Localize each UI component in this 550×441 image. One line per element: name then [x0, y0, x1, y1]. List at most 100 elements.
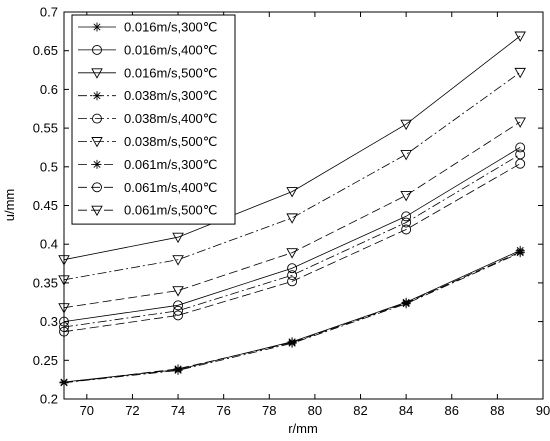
- circle-marker: [401, 211, 412, 222]
- star-marker: [92, 159, 102, 169]
- y-tick-label: 0.55: [33, 121, 58, 136]
- x-tick-label: 86: [445, 403, 459, 418]
- y-tick-label: 0.7: [40, 5, 58, 20]
- circle-marker: [92, 44, 102, 55]
- star-marker-stroke: [516, 248, 524, 256]
- triangle-marker: [172, 255, 184, 266]
- legend-entry: 0.038m/s,500℃: [78, 134, 217, 149]
- circle-marker: [287, 263, 298, 274]
- triangle-marker: [91, 137, 103, 148]
- star-marker: [401, 298, 411, 308]
- triangle-marker: [172, 232, 184, 244]
- circle-marker: [401, 217, 412, 228]
- triangle-marker: [400, 119, 412, 131]
- star-marker: [515, 247, 525, 257]
- triangle-marker: [400, 149, 412, 161]
- series-1: [59, 142, 526, 327]
- legend-label: 0.038m/s,300℃: [124, 88, 217, 103]
- legend-entry: 0.038m/s,400℃: [78, 111, 217, 126]
- x-tick-label: 74: [171, 403, 185, 418]
- y-tick-label: 0.4: [40, 237, 58, 252]
- triangle-marker: [286, 248, 298, 259]
- axis-ticks: 70 72 74 76 78 80 82 84 86 88 90 0.2 0.25 0.3 0.35 0.4 0…: [33, 5, 550, 419]
- circle-marker: [515, 142, 526, 153]
- x-tick-label: 78: [262, 403, 276, 418]
- circle-marker: [173, 305, 183, 316]
- circle-marker: [92, 182, 102, 193]
- series-line: [63, 121, 521, 309]
- circle-marker: [59, 326, 69, 337]
- circle-marker: [173, 300, 183, 311]
- y-tick-label: 0.65: [33, 43, 58, 58]
- triangle-marker: [91, 68, 103, 79]
- series-line: [63, 35, 521, 261]
- x-tick-label: 88: [490, 403, 504, 418]
- star-marker-stroke: [174, 365, 182, 373]
- y-tick-label: 0.45: [33, 198, 58, 213]
- legend-entry: 0.061m/s,500℃: [78, 203, 217, 218]
- series-line: [63, 72, 521, 281]
- series-line: [63, 147, 521, 322]
- circle-marker: [287, 270, 298, 281]
- series-line: [63, 163, 521, 333]
- triangle-marker: [172, 286, 184, 297]
- y-axis-label: u/mm: [2, 189, 17, 222]
- triangle-marker: [58, 303, 70, 314]
- legend-label: 0.016m/s,400℃: [124, 42, 217, 57]
- legend-label: 0.061m/s,500℃: [124, 203, 217, 218]
- series-8: [58, 117, 526, 314]
- legend-label: 0.038m/s,400℃: [124, 111, 217, 126]
- x-tick-label: 90: [536, 403, 550, 418]
- x-tick-label: 84: [399, 403, 413, 418]
- series-7: [59, 158, 526, 337]
- star-marker-stroke: [93, 23, 101, 31]
- legend-entry: 0.016m/s,300℃: [78, 20, 217, 35]
- x-tick-label: 82: [353, 403, 367, 418]
- legend-label: 0.061m/s,400℃: [124, 180, 217, 195]
- star-marker: [173, 364, 183, 374]
- triangle-marker: [514, 67, 526, 79]
- series-line: [63, 251, 521, 384]
- circle-marker: [173, 310, 183, 321]
- legend-label: 0.016m/s,300℃: [124, 20, 217, 35]
- triangle-marker: [286, 213, 298, 224]
- y-tick-label: 0.5: [40, 159, 58, 174]
- legend-label: 0.016m/s,500℃: [124, 65, 217, 80]
- circle-marker: [401, 224, 412, 235]
- star-marker-stroke: [93, 92, 101, 100]
- legend-entry: 0.061m/s,300℃: [78, 157, 217, 172]
- series-layer: [58, 31, 526, 388]
- x-axis-label: r/mm: [288, 421, 318, 436]
- circle-marker: [287, 276, 298, 287]
- star-marker: [92, 91, 102, 101]
- y-tick-label: 0.35: [33, 275, 58, 290]
- star-marker: [287, 337, 297, 347]
- y-tick-label: 0.6: [40, 82, 58, 97]
- triangle-marker: [514, 117, 526, 128]
- x-tick-label: 70: [80, 403, 94, 418]
- legend-label: 0.038m/s,500℃: [124, 134, 217, 149]
- legend-entry: 0.061m/s,400℃: [78, 180, 217, 195]
- series-line: [63, 154, 521, 328]
- legend-entry: 0.038m/s,300℃: [78, 88, 217, 103]
- series-5: [58, 67, 526, 286]
- triangle-marker: [91, 205, 103, 217]
- series-2: [58, 31, 526, 266]
- x-tick-label: 80: [308, 403, 322, 418]
- triangle-marker: [58, 255, 70, 266]
- legend-entry: 0.016m/s,400℃: [78, 42, 217, 57]
- x-tick-label: 72: [125, 403, 139, 418]
- series-line: [63, 252, 521, 384]
- circle-marker: [515, 158, 526, 169]
- star-marker-stroke: [288, 338, 296, 346]
- y-tick-label: 0.3: [40, 314, 58, 329]
- star-marker-stroke: [402, 299, 410, 307]
- star-marker: [59, 378, 69, 388]
- star-marker-stroke: [93, 160, 101, 168]
- legend-label: 0.061m/s,300℃: [124, 157, 217, 172]
- series-6: [59, 247, 525, 388]
- y-tick-label: 0.2: [40, 392, 58, 407]
- triangle-marker: [286, 187, 298, 198]
- x-tick-label: 76: [216, 403, 230, 418]
